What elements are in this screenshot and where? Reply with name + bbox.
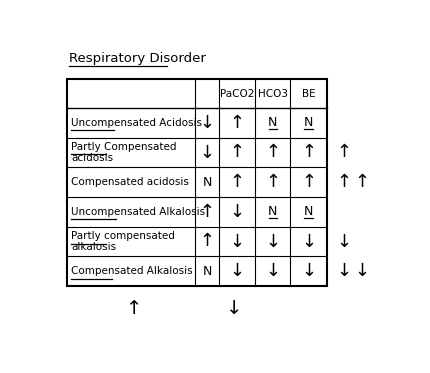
Text: Compensated Alkalosis: Compensated Alkalosis: [71, 266, 193, 276]
Text: N: N: [268, 116, 277, 129]
Text: ↑: ↑: [230, 144, 245, 162]
Text: alkalosis: alkalosis: [71, 242, 116, 252]
Text: N: N: [268, 205, 277, 218]
Text: Partly compensated: Partly compensated: [71, 231, 175, 241]
Text: Compensated acidosis: Compensated acidosis: [71, 177, 189, 187]
Text: Uncompensated Acidosis: Uncompensated Acidosis: [71, 118, 202, 128]
Text: ↑: ↑: [200, 203, 215, 221]
Text: ↓: ↓: [225, 300, 242, 319]
Text: ↓: ↓: [230, 232, 245, 251]
Text: ↓: ↓: [301, 262, 316, 280]
Text: BE: BE: [302, 88, 316, 98]
Text: ↑: ↑: [230, 114, 245, 132]
Text: ↓: ↓: [265, 262, 280, 280]
Text: ↓: ↓: [230, 203, 245, 221]
Text: Uncompensated Alkalosis: Uncompensated Alkalosis: [71, 207, 205, 217]
Bar: [67, 79, 327, 286]
Text: ↑: ↑: [265, 144, 280, 162]
Text: ↓: ↓: [200, 144, 215, 162]
Text: ↑: ↑: [336, 173, 351, 191]
Text: ↓: ↓: [336, 262, 351, 280]
Text: ↑: ↑: [230, 173, 245, 191]
Text: ↓: ↓: [265, 232, 280, 251]
Text: N: N: [203, 265, 212, 278]
Text: N: N: [304, 205, 313, 218]
Text: ↑: ↑: [301, 173, 316, 191]
Text: acidosis: acidosis: [71, 153, 113, 163]
Text: ↑: ↑: [301, 144, 316, 162]
Text: ↓: ↓: [336, 232, 351, 251]
Text: ↑: ↑: [336, 144, 351, 162]
Text: ↑: ↑: [200, 232, 215, 251]
Text: ↓: ↓: [230, 262, 245, 280]
Text: ↑: ↑: [126, 300, 142, 319]
Text: ↓: ↓: [200, 114, 215, 132]
Text: ↓: ↓: [301, 232, 316, 251]
Text: HCO3: HCO3: [258, 88, 288, 98]
Text: ↓: ↓: [354, 262, 369, 280]
Text: ↑: ↑: [354, 173, 369, 191]
Text: PaCO2: PaCO2: [220, 88, 254, 98]
Text: N: N: [203, 176, 212, 189]
Text: N: N: [304, 116, 313, 129]
Text: Respiratory Disorder: Respiratory Disorder: [69, 52, 206, 65]
Text: ↑: ↑: [265, 173, 280, 191]
Text: Partly Compensated: Partly Compensated: [71, 142, 177, 152]
